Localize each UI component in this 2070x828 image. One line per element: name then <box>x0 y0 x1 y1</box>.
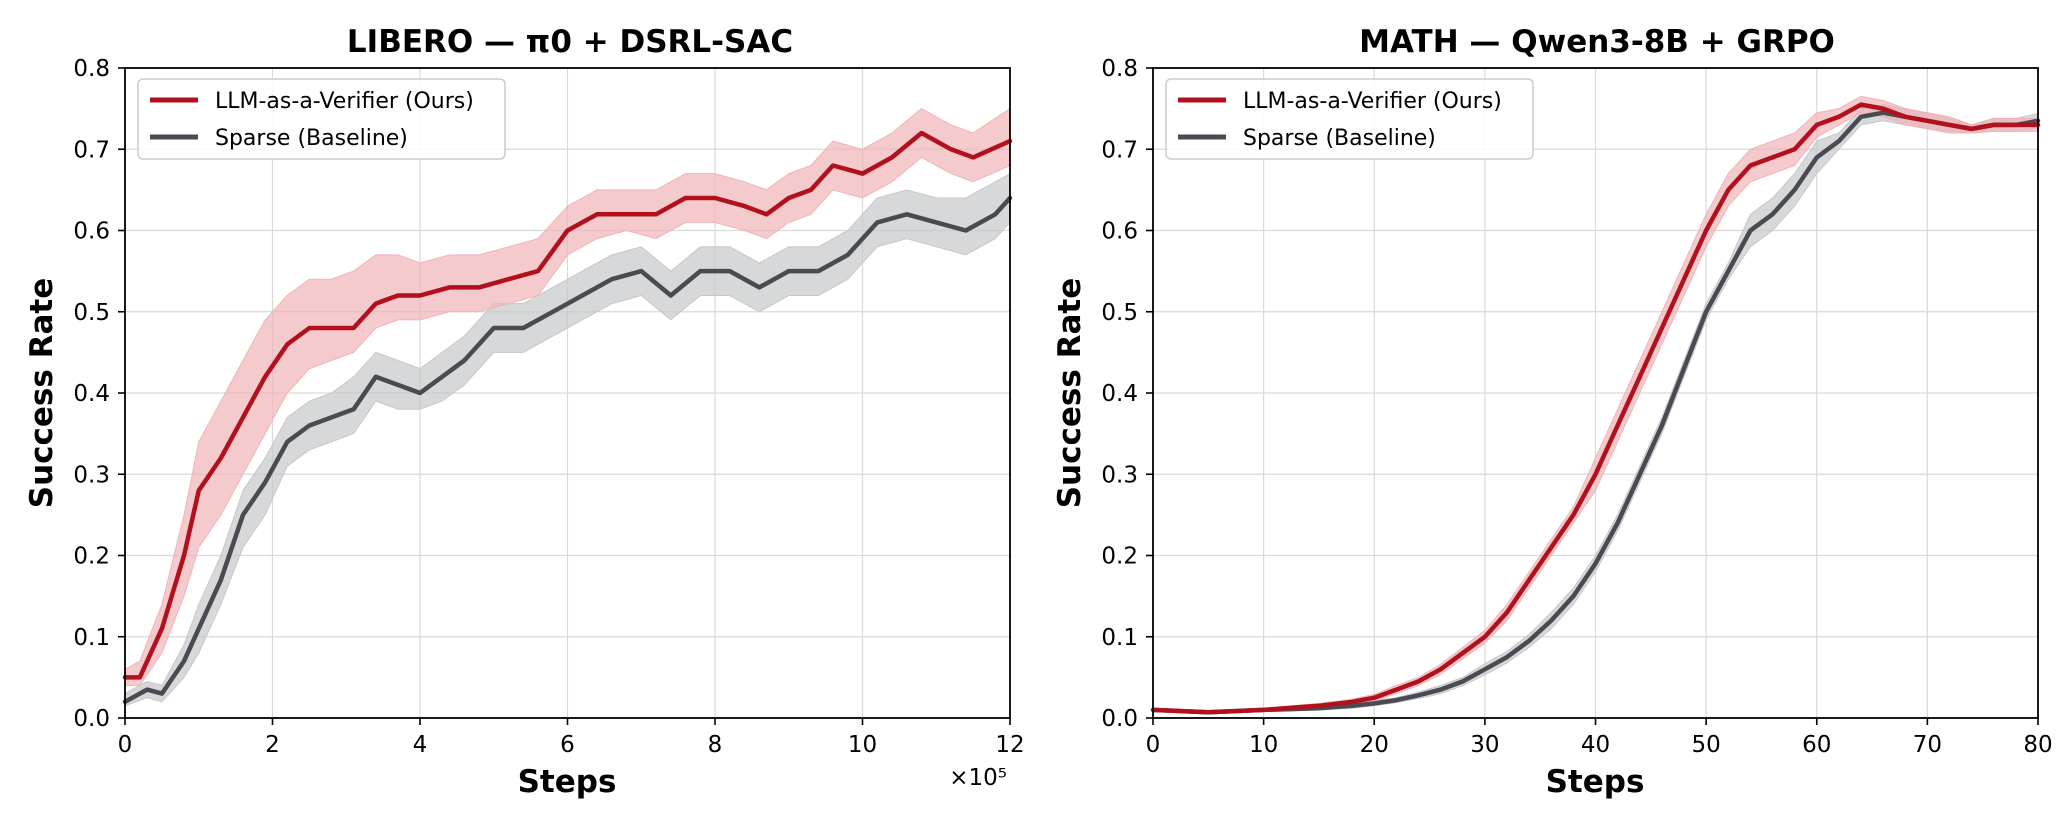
x-tick-label: 6 <box>560 732 575 758</box>
x-tick-label: 20 <box>1360 732 1389 758</box>
x-tick-label: 10 <box>848 732 877 758</box>
y-axis-label: Success Rate <box>1052 278 1088 509</box>
y-tick-label: 0.7 <box>73 137 110 163</box>
y-tick-label: 0.5 <box>73 300 110 326</box>
y-tick-labels: 0.0 0.1 0.2 0.3 0.4 0.5 0.6 0.7 0.8 <box>73 56 110 732</box>
legend-label: LLM-as-a-Verifier (Ours) <box>1243 89 1502 114</box>
legend-label: LLM-as-a-Verifier (Ours) <box>215 89 474 114</box>
legend-box <box>137 78 506 160</box>
x-tick-label: 0 <box>1146 732 1161 758</box>
y-tick-label: 0.6 <box>1101 219 1138 245</box>
libero-chart-panel: LIBERO — π0 + DSRL-SAC 0.0 0.1 0.2 0.3 0… <box>24 24 1025 800</box>
legend-box <box>1165 78 1534 160</box>
line-baseline <box>122 195 1013 705</box>
x-tick-label: 30 <box>1470 732 1499 758</box>
x-tick-labels: 0 10 20 30 40 50 60 70 80 <box>1146 732 2053 758</box>
x-tick-label: 50 <box>1691 732 1720 758</box>
series-lines <box>122 130 1013 705</box>
plot-frame <box>1152 67 2039 719</box>
y-tick-label: 0.1 <box>1101 625 1138 651</box>
line-ours <box>122 130 1013 680</box>
y-tick-label: 0.0 <box>1101 706 1138 732</box>
x-tick-labels: 0 2 4 6 8 10 12 <box>118 732 1025 758</box>
y-tick-labels: 0.0 0.1 0.2 0.3 0.4 0.5 0.6 0.7 0.8 <box>1101 56 1138 732</box>
legend: LLM-as-a-Verifier (Ours) Sparse (Baselin… <box>1165 78 1534 160</box>
x-tick-label: 0 <box>118 732 133 758</box>
legend-label: Sparse (Baseline) <box>215 126 408 151</box>
y-tick-label: 0.7 <box>1101 137 1138 163</box>
x-axis-label: Steps <box>1546 764 1645 800</box>
x-axis-label: Steps <box>518 764 617 800</box>
y-tick-label: 0.3 <box>1101 462 1138 488</box>
series-lines <box>1150 102 2041 715</box>
legend: LLM-as-a-Verifier (Ours) Sparse (Baselin… <box>137 78 506 160</box>
x-axis-multiplier: ×10⁵ <box>949 765 1007 791</box>
y-tick-label: 0.2 <box>73 544 110 570</box>
y-tick-label: 0.8 <box>73 56 110 82</box>
x-tick-label: 12 <box>995 732 1024 758</box>
y-tick-label: 0.2 <box>1101 544 1138 570</box>
grid <box>1146 67 2039 725</box>
x-tick-label: 10 <box>1249 732 1278 758</box>
x-tick-label: 4 <box>413 732 428 758</box>
math-chart-panel: MATH — Qwen3-8B + GRPO 0.0 0.1 0.2 0.3 0… <box>1052 24 2053 800</box>
y-axis-label: Success Rate <box>24 278 60 509</box>
chart-title: LIBERO — π0 + DSRL-SAC <box>347 24 793 60</box>
y-tick-label: 0.4 <box>73 381 110 407</box>
legend-label: Sparse (Baseline) <box>1243 126 1436 151</box>
x-tick-label: 2 <box>265 732 280 758</box>
y-tick-label: 0.5 <box>1101 300 1138 326</box>
line-ours <box>1150 102 2041 715</box>
y-tick-label: 0.3 <box>73 462 110 488</box>
chart-title: MATH — Qwen3-8B + GRPO <box>1359 24 1835 60</box>
y-tick-label: 0.4 <box>1101 381 1138 407</box>
y-tick-label: 0.0 <box>73 706 110 732</box>
y-tick-label: 0.1 <box>73 625 110 651</box>
x-tick-label: 60 <box>1802 732 1831 758</box>
y-tick-label: 0.6 <box>73 219 110 245</box>
plot-frame <box>124 67 1011 719</box>
x-tick-label: 40 <box>1581 732 1610 758</box>
y-tick-label: 0.8 <box>1101 56 1138 82</box>
x-tick-label: 70 <box>1913 732 1942 758</box>
x-tick-label: 8 <box>708 732 723 758</box>
x-tick-label: 80 <box>2023 732 2052 758</box>
